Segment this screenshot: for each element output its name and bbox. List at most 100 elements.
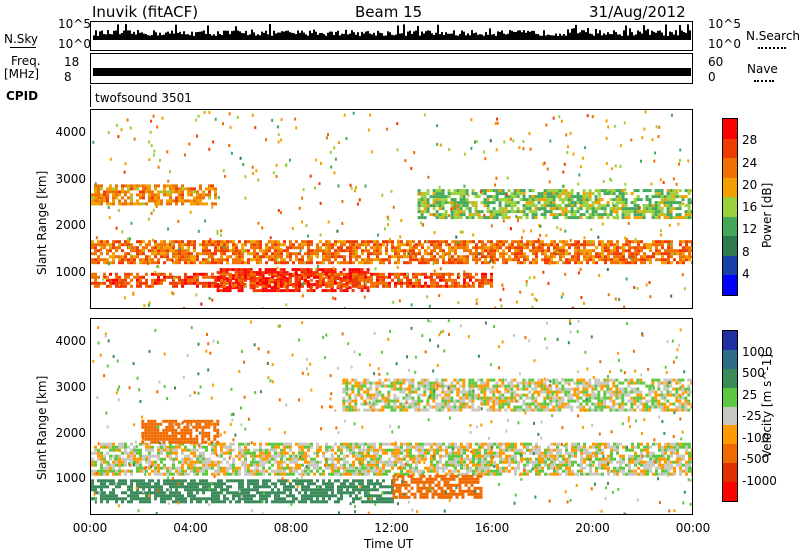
heatmap-cell [376, 451, 379, 455]
nsky-bar [553, 35, 555, 40]
nsky-bar [575, 24, 577, 40]
heatmap-cell [430, 460, 433, 464]
heatmap-cell [639, 198, 643, 202]
heatmap-cell [139, 261, 142, 265]
heatmap-cell [240, 289, 244, 293]
nsky-bar [233, 30, 235, 40]
heatmap-speckle [571, 197, 574, 201]
heatmap-cell [553, 472, 556, 476]
heatmap-cell [217, 258, 220, 262]
heatmap-cell [280, 261, 283, 265]
heatmap-cell [385, 249, 388, 253]
heatmap-cell [133, 202, 136, 206]
heatmap-cell [682, 252, 685, 256]
heatmap-cell [253, 442, 256, 446]
heatmap-cell [481, 281, 484, 285]
heatmap-cell [523, 472, 526, 476]
heatmap-cell [253, 246, 256, 250]
heatmap-cell [666, 213, 670, 217]
heatmap-speckle [341, 222, 344, 225]
heatmap-cell [465, 207, 469, 211]
heatmap-speckle [457, 301, 460, 305]
heatmap-cell [274, 246, 277, 250]
heatmap-cell [181, 246, 184, 250]
heatmap-cell [442, 284, 445, 288]
heatmap-cell [418, 460, 421, 464]
heatmap-cell [205, 460, 208, 464]
heatmap-speckle [188, 142, 191, 146]
heatmap-cell [535, 442, 538, 446]
heatmap-cell [297, 274, 301, 278]
nsky-bar [117, 24, 119, 40]
heatmap-cell [523, 246, 526, 250]
heatmap-cell [157, 278, 160, 282]
heatmap-cell [466, 442, 469, 446]
heatmap-cell [475, 261, 478, 265]
heatmap-cell [679, 255, 682, 259]
heatmap-cell [451, 469, 454, 473]
heatmap-cell [504, 201, 508, 205]
heatmap-cell [520, 457, 523, 461]
heatmap-cell [688, 252, 691, 256]
heatmap-cell [199, 272, 202, 276]
nsky-bar [473, 33, 475, 40]
heatmap-cell [558, 213, 562, 217]
heatmap-cell [193, 448, 196, 452]
heatmap-cell [222, 289, 226, 293]
heatmap-speckle [334, 297, 337, 301]
heatmap-cell [684, 204, 688, 208]
heatmap-cell [367, 463, 370, 467]
heatmap-cell [519, 216, 523, 220]
heatmap-cell [361, 457, 364, 461]
heatmap-cell [589, 460, 592, 464]
heatmap-cell [492, 195, 496, 199]
heatmap-cell [564, 216, 568, 220]
heatmap-cell [466, 472, 469, 476]
heatmap-cell [460, 258, 463, 262]
heatmap-speckle [236, 115, 239, 119]
heatmap-cell [373, 448, 376, 452]
heatmap-cell [277, 252, 280, 256]
heatmap-cell [145, 261, 148, 265]
nave-label: Nave [747, 62, 778, 76]
heatmap-cell [316, 255, 319, 259]
heatmap-cell [256, 466, 259, 470]
heatmap-cell [289, 442, 292, 446]
heatmap-cell [601, 258, 604, 262]
heatmap-cell [331, 246, 334, 250]
heatmap-cell [457, 445, 460, 449]
heatmap-cell [580, 454, 583, 458]
heatmap-speckle [224, 174, 226, 178]
heatmap-cell [453, 204, 457, 208]
heatmap-speckle [128, 238, 131, 242]
heatmap-cell [355, 284, 358, 288]
heatmap-speckle [533, 297, 536, 301]
heatmap-cell [505, 460, 508, 464]
heatmap-cell [432, 201, 436, 205]
heatmap-cell [115, 240, 118, 244]
heatmap-cell [223, 457, 226, 461]
heatmap-cell [181, 442, 184, 446]
heatmap-speckle [474, 140, 476, 144]
heatmap-cell [565, 457, 568, 461]
heatmap-cell [486, 198, 490, 202]
nsky-bar [357, 32, 359, 40]
heatmap-speckle [156, 125, 159, 129]
heatmap-cell [471, 201, 475, 205]
heatmap-cell [337, 445, 340, 449]
heatmap-cell [508, 463, 511, 467]
heatmap-cell [426, 207, 430, 211]
heatmap-cell [157, 184, 160, 188]
heatmap-cell [546, 195, 550, 199]
heatmap-cell [418, 249, 421, 253]
heatmap-cell [520, 249, 523, 253]
heatmap-cell [504, 210, 508, 214]
heatmap-cell [657, 213, 661, 217]
heatmap-cell [450, 198, 454, 202]
heatmap-cell [100, 472, 103, 476]
heatmap-cell [363, 271, 367, 275]
heatmap-cell [490, 258, 493, 262]
heatmap-cell [166, 249, 169, 253]
heatmap-cell [244, 448, 247, 452]
nsky-bar [181, 34, 183, 40]
